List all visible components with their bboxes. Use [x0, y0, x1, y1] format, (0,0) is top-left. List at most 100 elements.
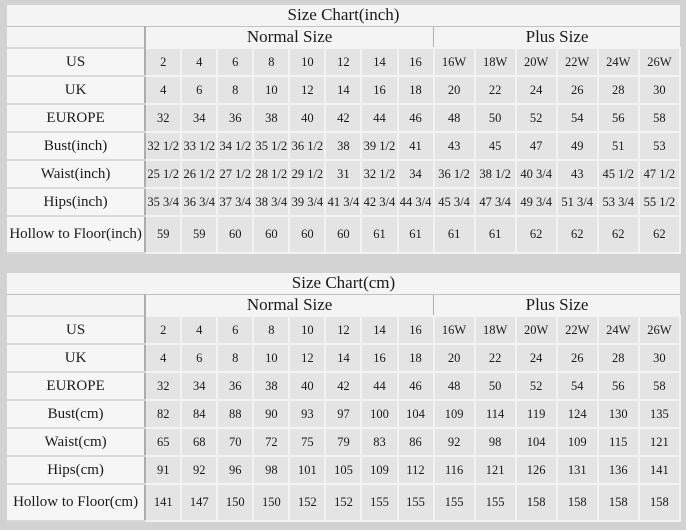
size-value-cell: 16W	[432, 47, 476, 77]
size-value-cell: 41	[396, 131, 435, 161]
size-value-cell: 150	[216, 483, 255, 522]
size-value-cell: 6	[216, 315, 255, 345]
header-spacer-cell	[7, 294, 147, 316]
size-value-cell: 158	[637, 483, 682, 522]
size-value-cell: 20	[432, 75, 476, 105]
size-value-cell: 42	[324, 371, 363, 401]
size-value-cell: 79	[324, 427, 363, 457]
size-value-cell: 20W	[514, 47, 558, 77]
size-value-cell: 34	[396, 159, 435, 189]
size-value-cell: 93	[288, 399, 327, 429]
row-label: Bust(inch)	[7, 131, 147, 161]
size-value-cell: 104	[514, 427, 558, 457]
size-value-cell: 47 1/2	[637, 159, 682, 189]
size-value-cell: 6	[180, 75, 219, 105]
size-value-cell: 24	[514, 75, 558, 105]
size-value-cell: 45 1/2	[596, 159, 640, 189]
size-value-cell: 14	[360, 315, 399, 345]
size-value-cell: 58	[637, 371, 682, 401]
size-value-cell: 158	[514, 483, 558, 522]
size-value-cell: 26 1/2	[180, 159, 219, 189]
row-label: Hips(inch)	[7, 187, 147, 217]
table-row: Waist(cm) 65 68 70 72 75 79 83 86 92 98 104 109 115 12…	[7, 427, 682, 457]
size-value-cell: 114	[473, 399, 517, 429]
size-value-cell: 84	[180, 399, 219, 429]
size-value-cell: 22W	[555, 47, 599, 77]
size-value-cell: 10	[288, 47, 327, 77]
size-value-cell: 24W	[596, 47, 640, 77]
size-value-cell: 16	[396, 315, 435, 345]
size-value-cell: 97	[324, 399, 363, 429]
size-value-cell: 88	[216, 399, 255, 429]
size-value-cell: 2	[144, 47, 183, 77]
table-row: Bust(cm) 82 84 88 90 93 97 100 104 109 114 119 124 13…	[7, 399, 682, 429]
size-value-cell: 44 3/4	[396, 187, 435, 217]
size-value-cell: 45	[473, 131, 517, 161]
row-label: EUROPE	[7, 371, 147, 401]
column-group-header: Normal Size	[144, 26, 434, 48]
size-value-cell: 68	[180, 427, 219, 457]
size-value-cell: 91	[144, 455, 183, 485]
size-value-cell: 48	[432, 371, 476, 401]
size-value-cell: 83	[360, 427, 399, 457]
size-value-cell: 44	[360, 103, 399, 133]
size-chart-inch-table: Size Chart(inch) Normal Size Plus Size US 2 4…	[7, 5, 682, 254]
size-value-cell: 14	[324, 75, 363, 105]
size-value-cell: 34	[180, 371, 219, 401]
row-label: EUROPE	[7, 103, 147, 133]
size-value-cell: 40	[288, 103, 327, 133]
table-gap	[7, 254, 681, 273]
size-value-cell: 25 1/2	[144, 159, 183, 189]
size-value-cell: 10	[252, 75, 291, 105]
table-row: Hollow to Floor(inch) 59 59 60 60 60 60 61 61 61 6…	[7, 215, 682, 254]
row-label: Waist(inch)	[7, 159, 147, 189]
table-row: Waist(inch) 25 1/2 26 1/2 27 1/2 28 1/2 29 1/…	[7, 159, 682, 189]
size-value-cell: 82	[144, 399, 183, 429]
size-value-cell: 39 3/4	[288, 187, 327, 217]
size-value-cell: 52	[514, 103, 558, 133]
size-value-cell: 141	[637, 455, 682, 485]
table-row: Bust(inch) 32 1/2 33 1/2 34 1/2 35 1/2 36 1/2…	[7, 131, 682, 161]
size-value-cell: 24W	[596, 315, 640, 345]
table-row: EUROPE 32 34 36 38 40 42 44 46 48 50 52 54 56 58	[7, 103, 682, 133]
size-value-cell: 4	[144, 343, 183, 373]
row-label: Hollow to Floor(inch)	[7, 215, 147, 254]
size-value-cell: 59	[180, 215, 219, 254]
size-value-cell: 18W	[473, 47, 517, 77]
column-group-header: Plus Size	[433, 26, 680, 48]
size-value-cell: 54	[555, 103, 599, 133]
column-group-header: Plus Size	[433, 294, 680, 316]
size-value-cell: 135	[637, 399, 682, 429]
size-value-cell: 48	[432, 103, 476, 133]
table-title: Size Chart(cm)	[7, 273, 680, 295]
size-value-cell: 98	[252, 455, 291, 485]
size-value-cell: 35 1/2	[252, 131, 291, 161]
size-value-cell: 30	[637, 75, 682, 105]
size-value-cell: 32	[144, 103, 183, 133]
size-value-cell: 60	[288, 215, 327, 254]
size-value-cell: 150	[252, 483, 291, 522]
size-value-cell: 56	[596, 103, 640, 133]
size-value-cell: 33 1/2	[180, 131, 219, 161]
size-value-cell: 12	[324, 315, 363, 345]
size-value-cell: 58	[637, 103, 682, 133]
size-value-cell: 22W	[555, 315, 599, 345]
size-value-cell: 46	[396, 371, 435, 401]
size-value-cell: 26	[555, 343, 599, 373]
size-value-cell: 38	[252, 103, 291, 133]
size-value-cell: 47	[514, 131, 558, 161]
size-value-cell: 36	[216, 371, 255, 401]
table-row: Hips(cm) 91 92 96 98 101 105 109 112 116 121 126 131…	[7, 455, 682, 485]
size-value-cell: 28 1/2	[252, 159, 291, 189]
size-value-cell: 27 1/2	[216, 159, 255, 189]
size-value-cell: 36 3/4	[180, 187, 219, 217]
size-value-cell: 54	[555, 371, 599, 401]
size-value-cell: 55 1/2	[637, 187, 682, 217]
size-value-cell: 34 1/2	[216, 131, 255, 161]
size-value-cell: 62	[637, 215, 682, 254]
table-row: Hips(inch) 35 3/4 36 3/4 37 3/4 38 3/4 39 3/4…	[7, 187, 682, 217]
size-value-cell: 47 3/4	[473, 187, 517, 217]
size-value-cell: 18W	[473, 315, 517, 345]
size-value-cell: 41 3/4	[324, 187, 363, 217]
